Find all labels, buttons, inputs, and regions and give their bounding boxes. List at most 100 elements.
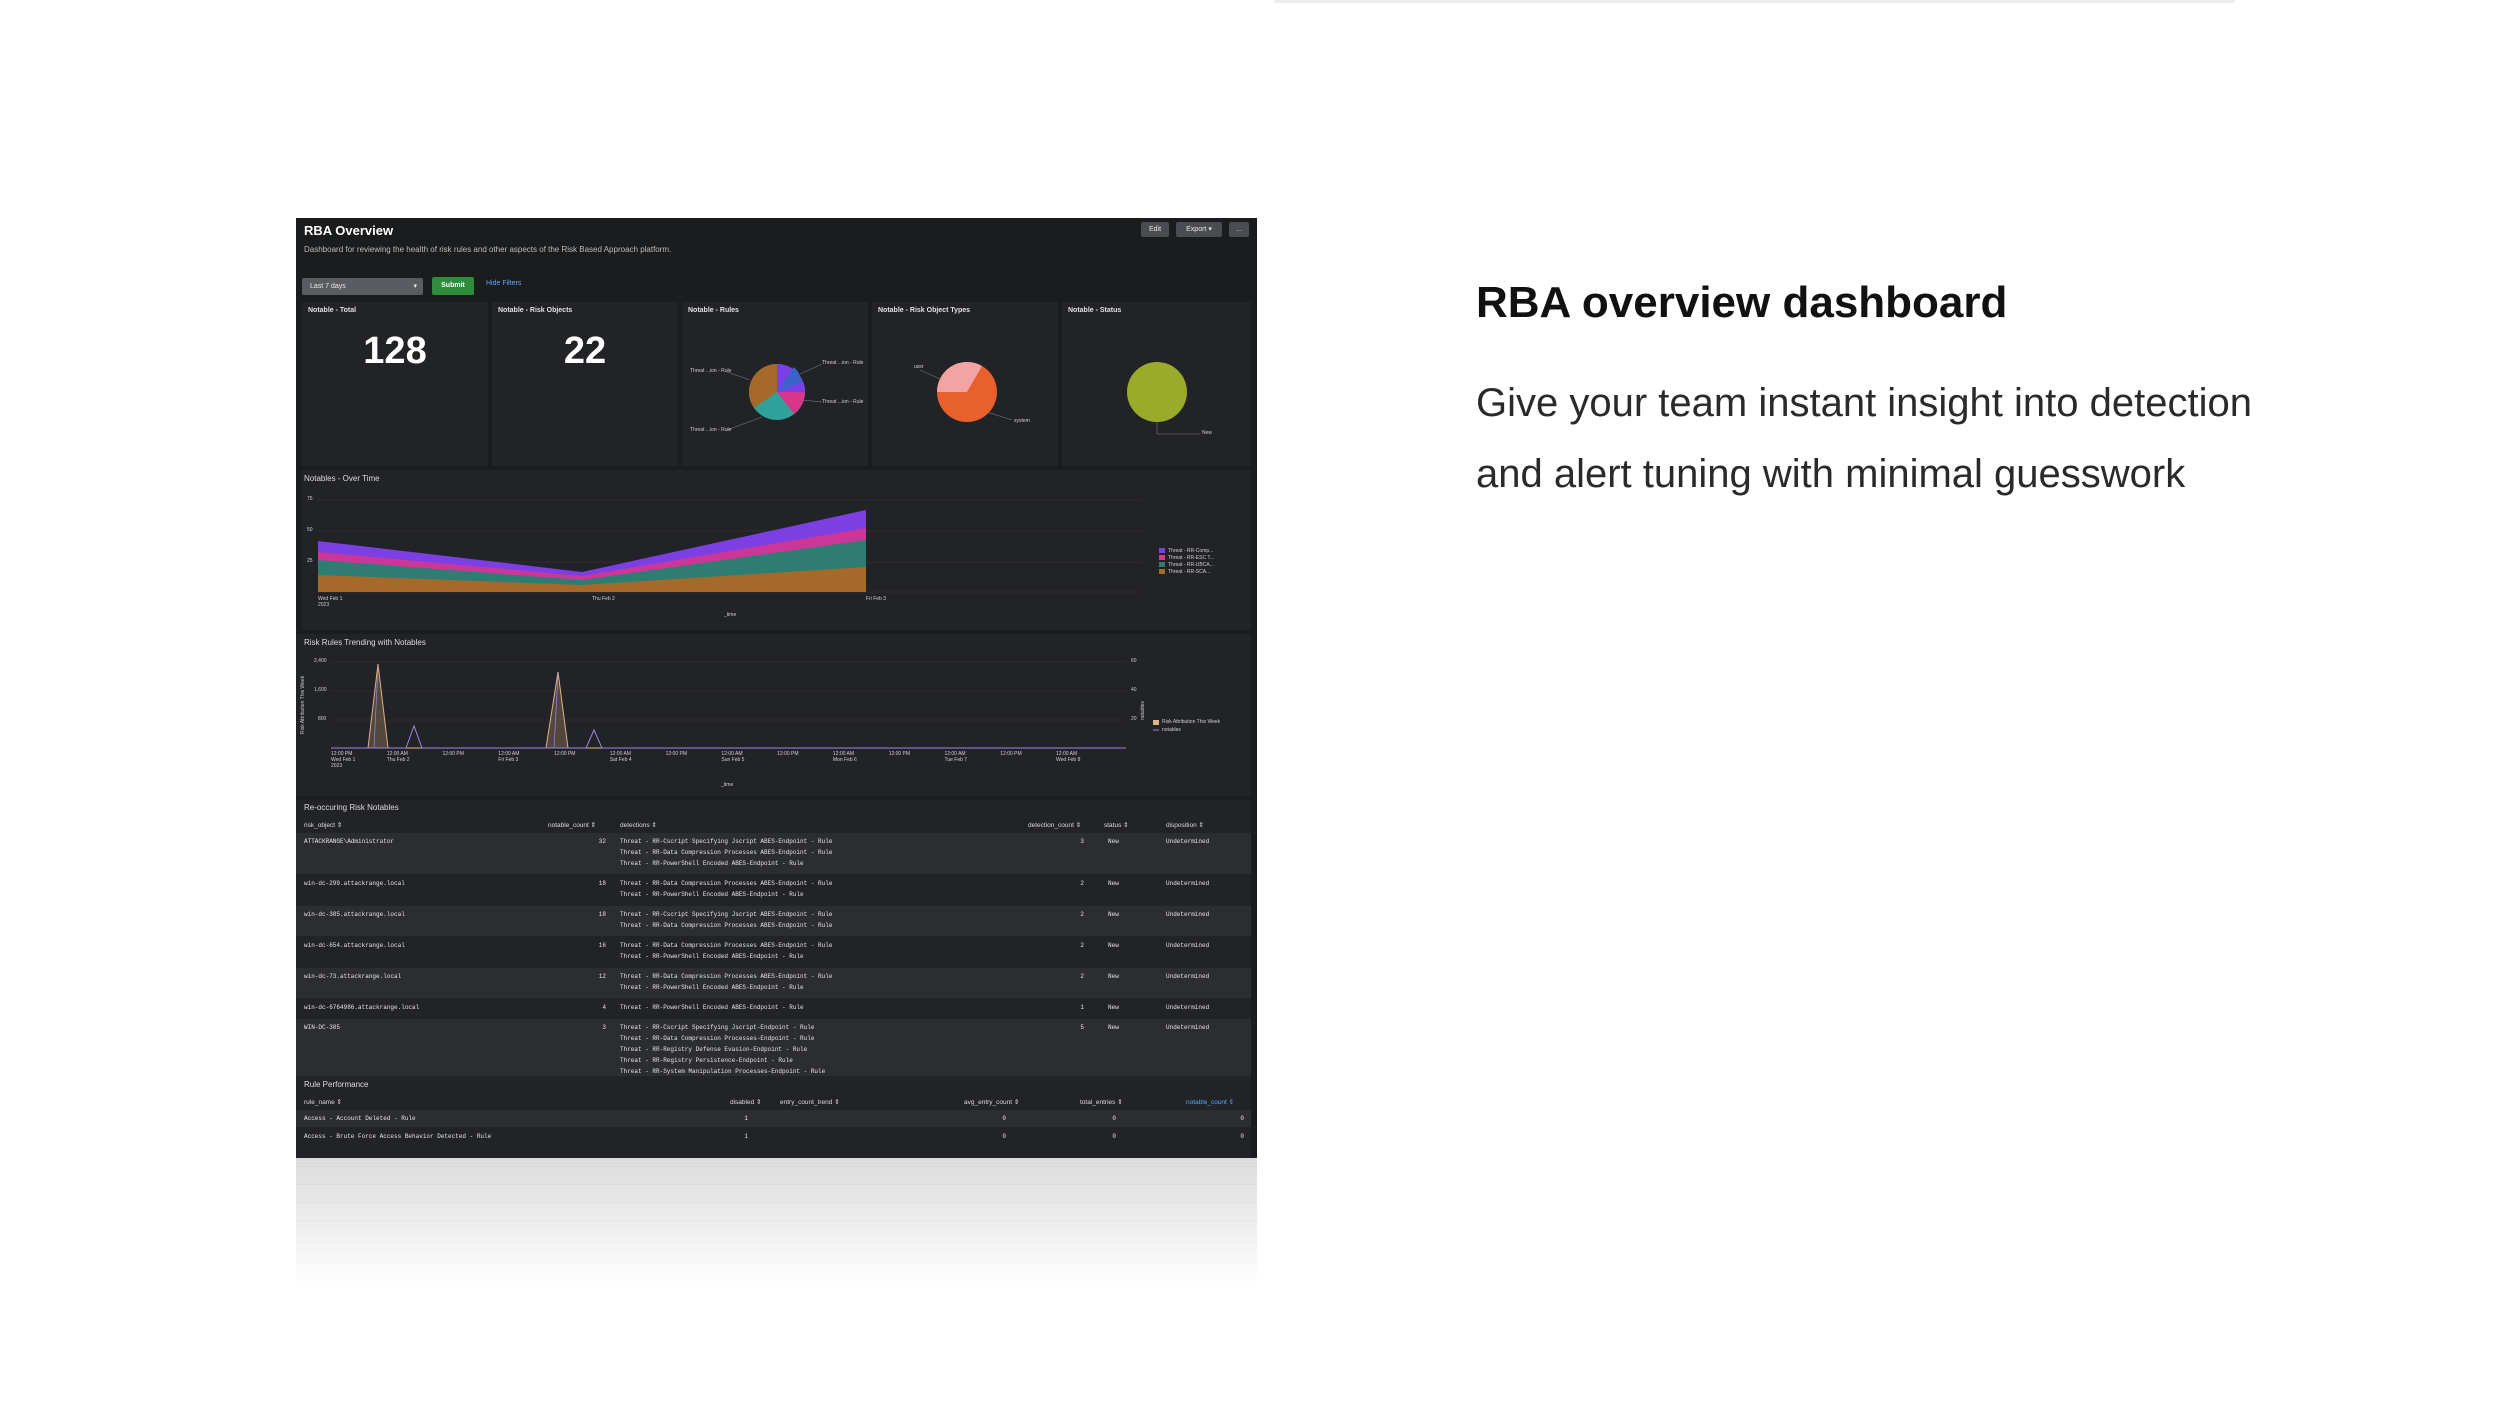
detection-name: Threat - RR-PowerShell Encoded ABES-Endp… <box>620 891 804 898</box>
table-cell: New <box>1108 1004 1119 1011</box>
column-header[interactable]: disposition ⇕ <box>1166 822 1204 829</box>
line-chart-trending <box>331 661 1159 749</box>
column-header[interactable]: status ⇕ <box>1104 822 1129 829</box>
y2-axis-label: notables <box>1140 701 1146 720</box>
submit-button[interactable]: Submit <box>432 277 474 295</box>
table-row[interactable]: win-dc-385.attackrange.local 18 Threat - R… <box>296 906 1251 936</box>
pie-slice <box>777 392 805 414</box>
column-header[interactable]: rule_name ⇕ <box>304 1099 342 1106</box>
column-header[interactable]: risk_object ⇕ <box>304 822 343 829</box>
table-cell: 2 <box>1080 942 1084 949</box>
panel-title: Notable - Risk Object Types <box>878 307 971 314</box>
detection-name: Threat - RR-PowerShell Encoded ABES-Endp… <box>620 1004 804 1011</box>
pie-label: Threat ...ion - Rule <box>822 399 864 405</box>
table-cell: 0 <box>1112 1115 1116 1122</box>
x-tick: 12:00 AM Fri Feb 3 <box>498 751 520 763</box>
column-header[interactable]: notable_count ⇕ <box>548 822 597 829</box>
pie-rules <box>726 363 823 431</box>
table-cell: win-dc-6764986.attackrange.local <box>304 1004 420 1011</box>
table-row[interactable]: ATTACKRANGE\Administrator 32 Threat - RR-C… <box>296 833 1251 874</box>
detection-name: Threat - RR-Data Compression Processes A… <box>620 942 833 949</box>
table-cell: New <box>1108 942 1119 949</box>
panel-notable-rules: Notable - Rules Threat ...ion - Rule Thr… <box>682 302 868 466</box>
pie-slice-new <box>1127 362 1187 422</box>
x-tick: 12:00 AM Wed Feb 8 <box>1056 751 1081 763</box>
table-cell: Undetermined <box>1166 880 1210 887</box>
table-row[interactable]: Access - Account Deleted - Rule 1 0 0 0 <box>296 1110 1251 1127</box>
y-tick: 2,400 <box>314 658 327 664</box>
table-row[interactable]: WIN-DC-385 3 Threat - RR-Cscript Specifyin… <box>296 1019 1251 1082</box>
table-cell: Undetermined <box>1166 911 1210 918</box>
x-tick: 12:00 PM <box>888 751 911 757</box>
export-button[interactable]: Export ▾ <box>1176 222 1222 237</box>
detection-name: Threat - RR-PowerShell Encoded ABES-Endp… <box>620 984 804 991</box>
table-cell: win-dc-385.attackrange.local <box>304 911 405 918</box>
pie-label: Threat ...ion - Rule <box>822 360 864 366</box>
column-header[interactable]: avg_entry_count ⇕ <box>964 1099 1020 1106</box>
x-tick: Thu Feb 2 <box>592 596 615 602</box>
detection-name: Threat - RR-Data Compression Processes A… <box>620 880 833 887</box>
pie-label: Threat ...ion - Rule <box>690 368 732 374</box>
table-row[interactable]: win-dc-299.attackrange.local 18 Threat - R… <box>296 875 1251 905</box>
table-cell: 2 <box>1080 911 1084 918</box>
table-cell: New <box>1108 973 1119 980</box>
table-cell: 5 <box>1080 1024 1084 1031</box>
column-header[interactable]: notable_count ⇕ <box>1186 1099 1235 1106</box>
panel-title: Notable - Risk Objects <box>498 307 573 314</box>
more-button[interactable]: ... <box>1229 222 1249 237</box>
time-picker-value: Last 7 days <box>310 283 346 290</box>
legend-item: Risk Attribution This Week <box>1162 719 1221 725</box>
table-cell: win-dc-299.attackrange.local <box>304 880 405 887</box>
time-picker[interactable]: Last 7 days ▾ <box>302 278 423 295</box>
column-header[interactable]: detections ⇕ <box>620 822 657 829</box>
table-cell: 3 <box>602 1024 606 1031</box>
table-cell: Undetermined <box>1166 838 1210 845</box>
pie-label: Threat ...ion - Rule <box>690 427 732 433</box>
table-row[interactable]: win-dc-654.attackrange.local 16 Threat - R… <box>296 937 1251 967</box>
y2-tick: 60 <box>1131 658 1137 664</box>
panel-risk-rules-trending: Risk Rules Trending with Notables Risk A… <box>296 634 1251 796</box>
table-cell: 12 <box>598 973 606 980</box>
table-cell: win-dc-654.attackrange.local <box>304 942 405 949</box>
panel-title: Rule Performance <box>304 1080 369 1089</box>
kpi-notable-total: Notable - Total 128 <box>302 302 488 466</box>
column-header[interactable]: total_entries ⇕ <box>1080 1099 1123 1106</box>
pie-slice-user <box>937 361 982 392</box>
y-tick: 1,600 <box>314 687 327 693</box>
pie-label: system <box>1014 418 1030 424</box>
detection-name: Threat - RR-Cscript Specifying Jscript A… <box>620 838 833 845</box>
edit-button[interactable]: Edit <box>1141 222 1169 237</box>
y-tick: 800 <box>318 716 327 722</box>
detection-name: Threat - RR-Data Compression Processes A… <box>620 973 833 980</box>
y-tick: 25 <box>307 558 313 564</box>
x-tick: 12:00 PM <box>442 751 464 757</box>
kpi-value: 128 <box>363 330 427 372</box>
kpi-value: 22 <box>563 330 607 372</box>
table-cell: Undetermined <box>1166 973 1210 980</box>
table-cell: WIN-DC-385 <box>304 1024 341 1031</box>
area-chart-over-time <box>318 499 1165 593</box>
table-cell: 0 <box>1002 1133 1006 1140</box>
table-cell: Access - Account Deleted - Rule <box>304 1115 416 1122</box>
chevron-down-icon: ▾ <box>413 283 417 290</box>
column-header[interactable]: disabled ⇕ <box>730 1099 762 1106</box>
table-cell: 18 <box>598 880 606 887</box>
table-row[interactable]: win-dc-6764986.attackrange.local 4 Threat … <box>296 999 1251 1018</box>
top-divider <box>1275 0 2235 3</box>
table-cell: ATTACKRANGE\Administrator <box>304 838 395 845</box>
detection-name: Threat - RR-Cscript Specifying Jscript-E… <box>620 1024 815 1031</box>
table-row[interactable]: Access - Brute Force Access Behavior Det… <box>296 1128 1251 1145</box>
hide-filters-link[interactable]: Hide Filters <box>486 280 522 287</box>
pie-status <box>1127 362 1200 435</box>
table-cell: 0 <box>1002 1115 1006 1122</box>
detection-name: Threat - RR-Cscript Specifying Jscript A… <box>620 911 833 918</box>
column-header[interactable]: detection_count ⇕ <box>1028 822 1082 829</box>
x-axis-label: _time <box>724 612 737 618</box>
table-cell: Undetermined <box>1166 1004 1210 1011</box>
column-header[interactable]: entry_count_trend ⇕ <box>780 1099 840 1106</box>
pie-object-types <box>919 361 1013 422</box>
detection-name: Threat - RR-Registry Defense Evasion-End… <box>620 1046 808 1053</box>
table-row[interactable]: win-dc-73.attackrange.local 12 Threat - RR… <box>296 968 1251 998</box>
detection-name: Threat - RR-PowerShell Encoded ABES-Endp… <box>620 860 804 867</box>
x-tick: 12:00 AM Thu Feb 2 <box>386 751 410 763</box>
